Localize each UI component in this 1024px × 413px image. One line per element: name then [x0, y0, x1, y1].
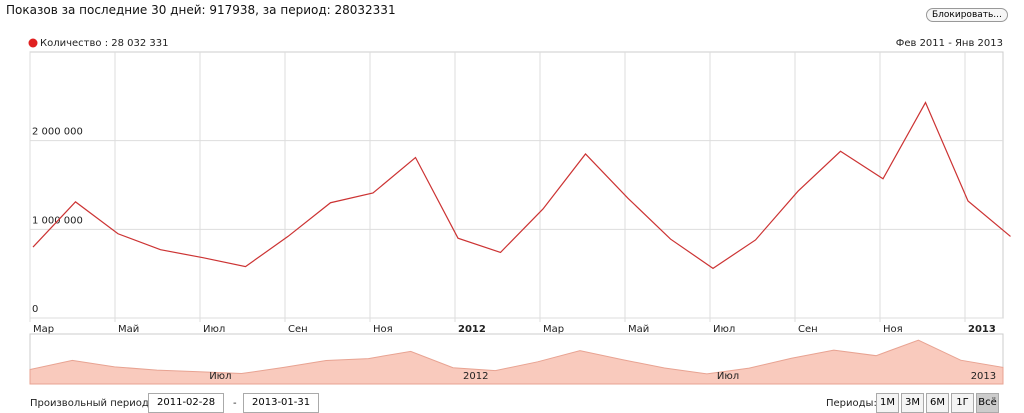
legend-name: Количество: [40, 38, 102, 49]
x-tick-label: Июл: [203, 324, 225, 335]
legend-marker: [28, 38, 38, 48]
x-tick-label: Мар: [33, 324, 54, 335]
x-tick-label: 2012: [458, 324, 486, 335]
period-button[interactable]: 3М: [901, 393, 924, 413]
y-tick-label: 0: [32, 304, 38, 315]
x-tick-label: Сен: [288, 324, 308, 335]
period-button[interactable]: 1М: [876, 393, 899, 413]
periods-label: Периоды:: [826, 398, 877, 409]
dash: -: [233, 398, 237, 409]
x-tick-label: Июл: [713, 324, 735, 335]
navigator-area: [29, 339, 1004, 385]
range-label: Фев 2011 - Янв 2013: [896, 38, 1003, 49]
legend-total: : 28 032 331: [105, 38, 169, 49]
x-tick-label: Май: [118, 324, 139, 335]
x-tick-label: 2013: [968, 324, 996, 335]
x-tick-label: Ноя: [883, 324, 903, 335]
date-to[interactable]: 2013-01-31: [243, 393, 320, 413]
date-from[interactable]: 2011-02-28: [148, 393, 225, 413]
x-tick-label: Ноя: [373, 324, 393, 335]
period-button[interactable]: 1Г: [951, 393, 974, 413]
plot-frame: [29, 51, 1004, 319]
period-label: Произвольный период:: [30, 398, 153, 409]
legend-label: Количество : 28 032 331: [40, 38, 169, 49]
block-button[interactable]: Блокировать...: [926, 8, 1008, 22]
x-tick-label: Мар: [543, 324, 564, 335]
chart: Количество : 28 032 331 Фев 2011 - Янв 20…: [28, 38, 1011, 385]
period-button[interactable]: 6М: [926, 393, 949, 413]
y-tick-label: 2 000 000: [32, 127, 83, 138]
data-line: [32, 101, 1011, 270]
navigator-label: Июл: [717, 371, 739, 382]
x-tick-label: Май: [628, 324, 649, 335]
summary: Показов за последние 30 дней: 917938, за…: [6, 3, 396, 17]
period-button[interactable]: Всё: [976, 393, 999, 413]
x-tick-label: Сен: [798, 324, 818, 335]
navigator-label: 2013: [971, 371, 996, 382]
navigator-label: Июл: [209, 371, 231, 382]
navigator-label: 2012: [463, 371, 488, 382]
